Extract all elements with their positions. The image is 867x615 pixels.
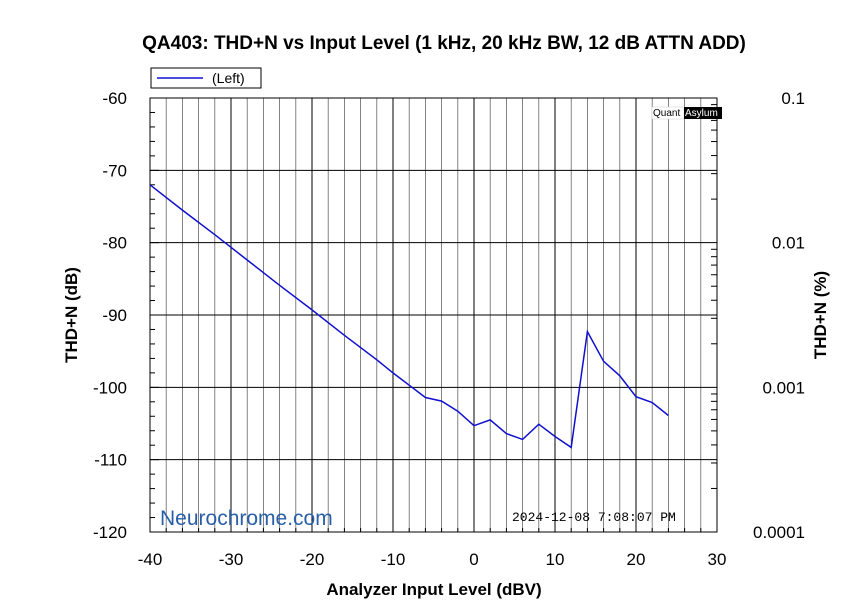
legend-box (150, 67, 262, 89)
y-tick-label: -100 (93, 378, 127, 397)
x-axis-label: Analyzer Input Level (dBV) (326, 580, 541, 599)
series-line-left (149, 184, 669, 449)
x-tick-label: -40 (138, 550, 163, 569)
right-tick-label: 0.1 (781, 89, 805, 108)
y-tick-labels: -60 -70 -80 -90 -100 -110 -120 (93, 89, 127, 542)
x-tick-label: -30 (219, 550, 244, 569)
logo-quant: Quant (653, 108, 680, 119)
legend: (Left) (150, 67, 262, 89)
x-tick-labels: -40 -30 -20 -10 0 10 20 30 (138, 550, 727, 569)
chart-title: QA403: THD+N vs Input Level (1 kHz, 20 k… (142, 33, 746, 54)
logo-asylum: Asylum (685, 108, 718, 119)
right-tick-labels: 0.1 0.01 0.001 0.0001 (753, 89, 805, 542)
quantasylum-logo: Quant Asylum (651, 106, 722, 120)
y-tick-label: -60 (102, 89, 127, 108)
plot-frame (149, 97, 718, 533)
watermark: Neurochrome.com (160, 507, 333, 530)
y-tick-label: -80 (102, 234, 127, 253)
logo-right-box (684, 107, 722, 119)
right-axis-label: THD+N (%) (811, 271, 830, 359)
right-tick-label: 0.001 (762, 378, 805, 397)
y-axis-label: THD+N (dB) (62, 267, 81, 363)
timestamp: 2024-12-08 7:08:07 PM (512, 510, 676, 525)
x-tick-label: 10 (546, 550, 565, 569)
right-tick-label: 0.0001 (753, 523, 805, 542)
x-tick-label: 0 (469, 550, 478, 569)
right-tick-label: 0.01 (772, 234, 805, 253)
x-tick-label: 20 (627, 550, 646, 569)
x-tick-label: -20 (300, 550, 325, 569)
legend-label: (Left) (212, 70, 245, 86)
y-tick-label: -70 (102, 161, 127, 180)
y-tick-label: -90 (102, 306, 127, 325)
y-tick-label: -120 (93, 523, 127, 542)
x-tick-label: 30 (708, 550, 727, 569)
x-tick-label: -10 (381, 550, 406, 569)
grid (149, 97, 718, 533)
y-tick-label: -110 (94, 451, 127, 470)
